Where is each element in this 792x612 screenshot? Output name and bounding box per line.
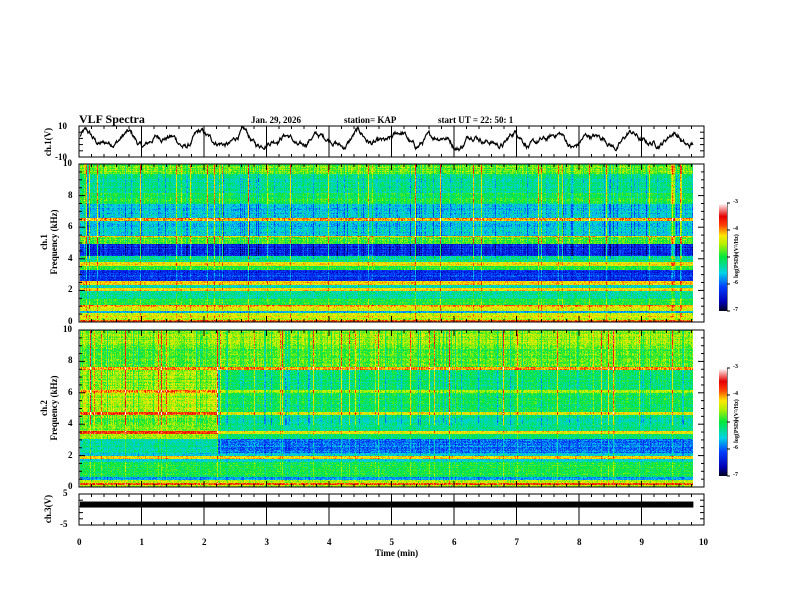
x-tick-label: 9 xyxy=(639,537,645,547)
colorbar-tick-label: -5 xyxy=(733,418,738,424)
y-tick-label: 0 xyxy=(68,481,73,491)
y-tick-label: 2 xyxy=(68,284,73,295)
x-tick-label: 3 xyxy=(264,537,270,547)
y-tick-label: 0 xyxy=(68,316,73,326)
x-tick-label: 1 xyxy=(139,537,145,547)
y-tick-label: 10 xyxy=(63,158,72,168)
colorbar-tick-label: -7 xyxy=(733,307,738,313)
y-tick-label: 10 xyxy=(63,324,72,334)
colorbar-tick-label: -5 xyxy=(733,253,738,259)
x-tick-label: 7 xyxy=(514,537,520,547)
colorbar-tick-label: -6 xyxy=(733,280,738,286)
panel-frame-p3 xyxy=(78,329,705,488)
date-label: Jan. 29, 2026 xyxy=(251,115,302,125)
x-tick-label: 6 xyxy=(452,537,457,547)
station-label: station= KAP xyxy=(344,115,397,125)
ch1-waveform-line xyxy=(79,126,694,152)
colorbar-tick-label: -4 xyxy=(733,391,738,397)
x-tick-label: 10 xyxy=(699,537,708,547)
ch2-spectrogram-heatmap xyxy=(80,330,694,487)
ch3-ytick-top: 5 xyxy=(63,488,68,498)
ch1-colorbar xyxy=(719,203,727,311)
y-tick-label: 6 xyxy=(68,386,73,397)
y-tick-label: 4 xyxy=(68,418,73,429)
ch1-spectrogram-heatmap xyxy=(80,164,694,322)
ch3-waveform-line xyxy=(80,501,694,508)
ch1-ytick-bottom: -10 xyxy=(55,152,67,162)
start-time-label: start UT = 22: 50: 1 xyxy=(438,115,514,125)
y-tick-label: 4 xyxy=(68,252,73,263)
colorbar-tick-label: -3 xyxy=(733,364,738,370)
chart-title: VLF Spectra xyxy=(79,112,145,126)
x-tick-label: 4 xyxy=(327,537,332,547)
y-tick-label: 8 xyxy=(68,189,73,200)
y-tick-label: 6 xyxy=(68,221,73,232)
colorbar-tick-label: -4 xyxy=(733,226,738,232)
colorbar-tick-label: -6 xyxy=(733,445,738,451)
x-tick-label: 2 xyxy=(202,537,207,547)
y-tick-label: 2 xyxy=(68,449,73,460)
ch2-colorbar xyxy=(719,368,727,476)
y-tick-label: 8 xyxy=(68,355,73,366)
panel-frame-p2 xyxy=(78,163,705,323)
x-tick-label: 0 xyxy=(77,537,82,547)
colorbar-tick-label: -7 xyxy=(733,472,738,478)
x-tick-label: 8 xyxy=(577,537,582,547)
ch3-ytick-bottom: -5 xyxy=(60,519,68,529)
ch1-ytick-top: 10 xyxy=(58,121,67,131)
x-tick-label: 5 xyxy=(389,537,395,547)
colorbar-tick-label: -3 xyxy=(733,199,738,205)
x-axis-label: Time (min) xyxy=(375,548,419,558)
